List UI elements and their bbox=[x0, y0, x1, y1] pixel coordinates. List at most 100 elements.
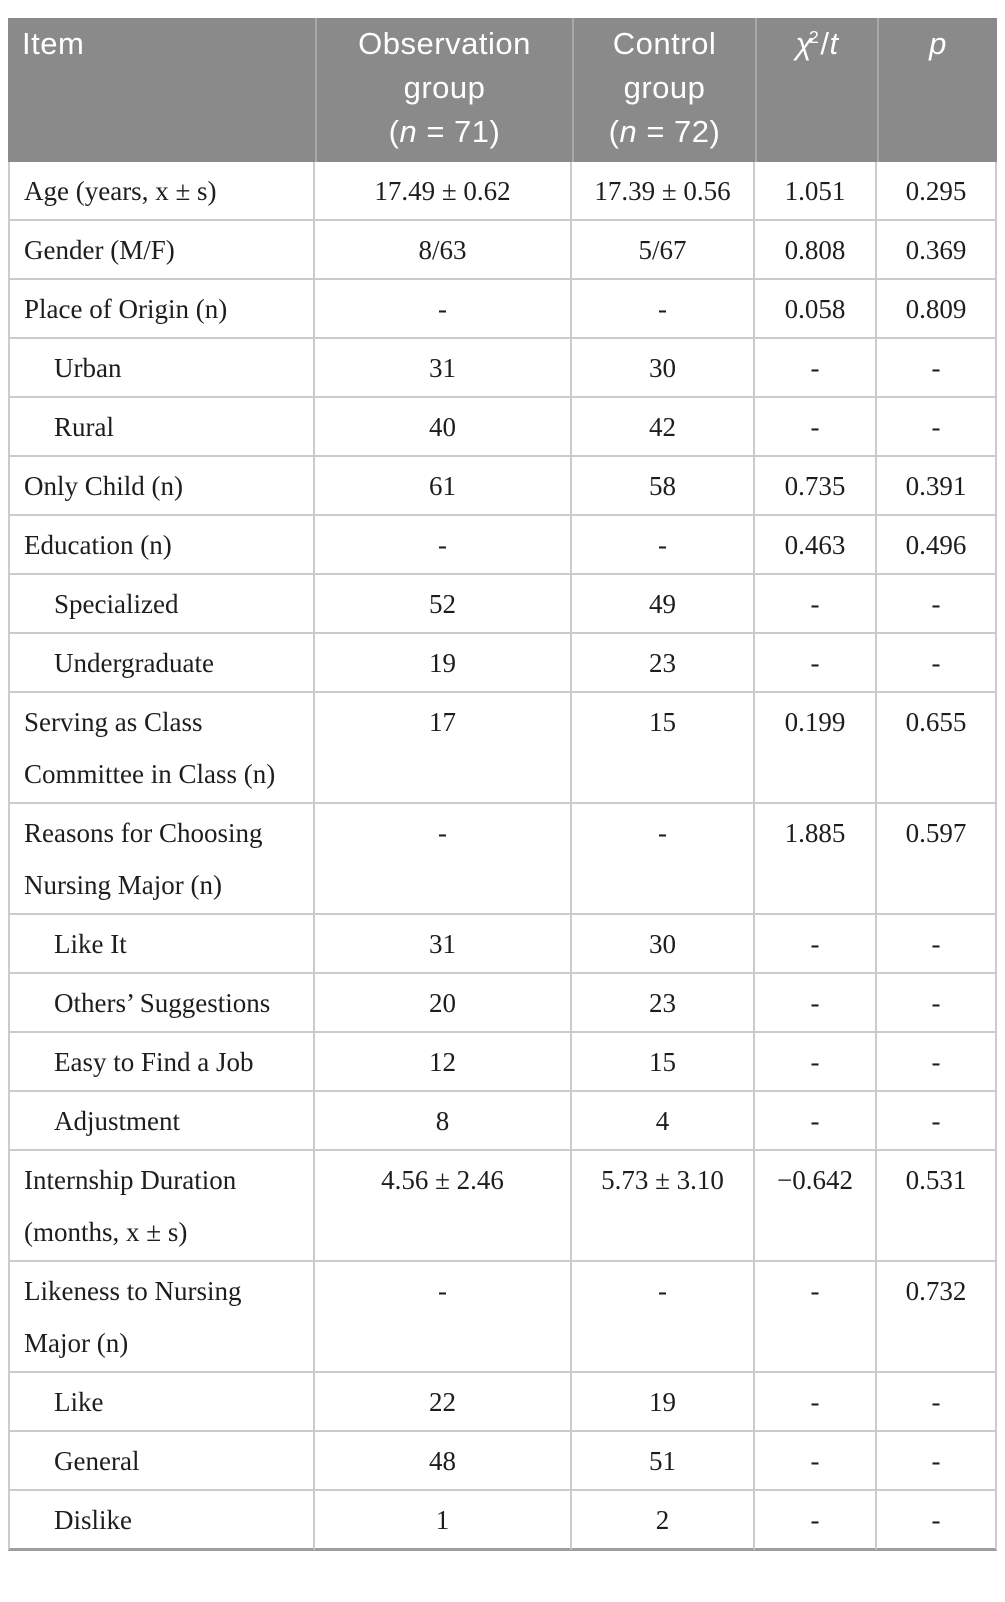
cell-chi2-t: 1.885 bbox=[755, 804, 877, 915]
cell-control-group: 5/67 bbox=[572, 221, 755, 280]
cell-item: Undergraduate bbox=[8, 634, 315, 693]
cell-observation-group: 61 bbox=[315, 457, 572, 516]
cell-observation-group: 52 bbox=[315, 575, 572, 634]
table-row: Specialized 52 49- - bbox=[8, 575, 997, 634]
cell-control-group: 15 bbox=[572, 1033, 755, 1092]
cell-observation-group: 12 bbox=[315, 1033, 572, 1092]
table-row: Gender (M/F) 8/63 5/67 0.808 0.369 bbox=[8, 221, 997, 280]
table-row: Rural 40 42- - bbox=[8, 398, 997, 457]
cell-p: - bbox=[877, 634, 997, 693]
cell-observation-group: 31 bbox=[315, 915, 572, 974]
cell-chi2-t: 1.051 bbox=[755, 162, 877, 221]
table-row: Age (years, x ± s) 17.49 ± 0.62 17.39 ± 0.… bbox=[8, 162, 997, 221]
table-row: Likeness to Nursing Major (n) - - -0.732 bbox=[8, 1262, 997, 1373]
cell-p: - bbox=[877, 1432, 997, 1491]
cell-control-group: 51 bbox=[572, 1432, 755, 1491]
cell-item: Education (n) bbox=[8, 516, 315, 575]
cell-observation-group: - bbox=[315, 1262, 572, 1373]
cell-chi2-t: - bbox=[755, 1373, 877, 1432]
table-container: Item Observation group (n = 71) Control gro… bbox=[8, 18, 997, 1551]
cell-control-group: 30 bbox=[572, 915, 755, 974]
cell-observation-group: - bbox=[315, 280, 572, 339]
cell-observation-group: 8 bbox=[315, 1092, 572, 1151]
cell-control-group: 30 bbox=[572, 339, 755, 398]
cell-control-group: - bbox=[572, 1262, 755, 1373]
cell-chi2-t: - bbox=[755, 1033, 877, 1092]
cell-item: Like bbox=[8, 1373, 315, 1432]
table-row: General 48 51- - bbox=[8, 1432, 997, 1491]
cell-p: - bbox=[877, 398, 997, 457]
cell-observation-group: 17 bbox=[315, 693, 572, 804]
cell-control-group: 17.39 ± 0.56 bbox=[572, 162, 755, 221]
column-header-observation-group: Observation group (n = 71) bbox=[315, 18, 572, 162]
cell-control-group: 5.73 ± 3.10 bbox=[572, 1151, 755, 1262]
cell-item: Specialized bbox=[8, 575, 315, 634]
cell-p: - bbox=[877, 974, 997, 1033]
cell-observation-group: - bbox=[315, 516, 572, 575]
cell-chi2-t: - bbox=[755, 575, 877, 634]
cell-observation-group: 22 bbox=[315, 1373, 572, 1432]
cell-item: Rural bbox=[8, 398, 315, 457]
cell-chi2-t: - bbox=[755, 339, 877, 398]
cell-chi2-t: - bbox=[755, 974, 877, 1033]
table-row: Others’ Suggestions 20 23- - bbox=[8, 974, 997, 1033]
cell-p: 0.809 bbox=[877, 280, 997, 339]
cell-p: 0.295 bbox=[877, 162, 997, 221]
cell-chi2-t: - bbox=[755, 1262, 877, 1373]
cell-chi2-t: - bbox=[755, 915, 877, 974]
cell-item: Easy to Find a Job bbox=[8, 1033, 315, 1092]
column-header-chi2-t: χ2/t bbox=[755, 18, 877, 162]
cell-item: Place of Origin (n) bbox=[8, 280, 315, 339]
table-row: Like It 31 30- - bbox=[8, 915, 997, 974]
cell-p: - bbox=[877, 1033, 997, 1092]
cell-observation-group: 19 bbox=[315, 634, 572, 693]
cell-p: 0.597 bbox=[877, 804, 997, 915]
cell-control-group: - bbox=[572, 280, 755, 339]
cell-observation-group: 1 bbox=[315, 1491, 572, 1551]
cell-control-group: - bbox=[572, 516, 755, 575]
cell-p: 0.531 bbox=[877, 1151, 997, 1262]
cell-item: General bbox=[8, 1432, 315, 1491]
cell-observation-group: 40 bbox=[315, 398, 572, 457]
table-row: Urban 31 30- - bbox=[8, 339, 997, 398]
cell-chi2-t: 0.199 bbox=[755, 693, 877, 804]
cell-p: - bbox=[877, 339, 997, 398]
cell-observation-group: 48 bbox=[315, 1432, 572, 1491]
cell-item: Only Child (n) bbox=[8, 457, 315, 516]
cell-control-group: 49 bbox=[572, 575, 755, 634]
cell-chi2-t: −0.642 bbox=[755, 1151, 877, 1262]
cell-chi2-t: 0.058 bbox=[755, 280, 877, 339]
cell-p: - bbox=[877, 575, 997, 634]
cell-chi2-t: 0.735 bbox=[755, 457, 877, 516]
cell-item: Gender (M/F) bbox=[8, 221, 315, 280]
cell-chi2-t: - bbox=[755, 634, 877, 693]
cell-item: Adjustment bbox=[8, 1092, 315, 1151]
cell-item: Others’ Suggestions bbox=[8, 974, 315, 1033]
cell-item: Serving as Class Committee in Class (n) bbox=[8, 693, 315, 804]
cell-p: - bbox=[877, 915, 997, 974]
cell-control-group: 42 bbox=[572, 398, 755, 457]
cell-observation-group: 31 bbox=[315, 339, 572, 398]
cell-p: 0.496 bbox=[877, 516, 997, 575]
cell-observation-group: 8/63 bbox=[315, 221, 572, 280]
cell-chi2-t: 0.808 bbox=[755, 221, 877, 280]
table-row: Undergraduate 19 23- - bbox=[8, 634, 997, 693]
cell-observation-group: 17.49 ± 0.62 bbox=[315, 162, 572, 221]
cell-control-group: 58 bbox=[572, 457, 755, 516]
column-header-item: Item bbox=[8, 18, 315, 162]
cell-observation-group: 20 bbox=[315, 974, 572, 1033]
cell-control-group: 23 bbox=[572, 634, 755, 693]
table-row: Serving as Class Committee in Class (n) 1… bbox=[8, 693, 997, 804]
table-body: Age (years, x ± s) 17.49 ± 0.62 17.39 ± 0.… bbox=[8, 162, 997, 1551]
cell-p: 0.655 bbox=[877, 693, 997, 804]
table-row: Dislike 1 2- - bbox=[8, 1491, 997, 1551]
cell-control-group: 23 bbox=[572, 974, 755, 1033]
cell-chi2-t: - bbox=[755, 1432, 877, 1491]
cell-chi2-t: - bbox=[755, 1491, 877, 1551]
cell-item: Likeness to Nursing Major (n) bbox=[8, 1262, 315, 1373]
table-row: Reasons for Choosing Nursing Major (n) - -… bbox=[8, 804, 997, 915]
table-row: Like 22 19- - bbox=[8, 1373, 997, 1432]
cell-control-group: 19 bbox=[572, 1373, 755, 1432]
cell-item: Dislike bbox=[8, 1491, 315, 1551]
cell-item: Urban bbox=[8, 339, 315, 398]
